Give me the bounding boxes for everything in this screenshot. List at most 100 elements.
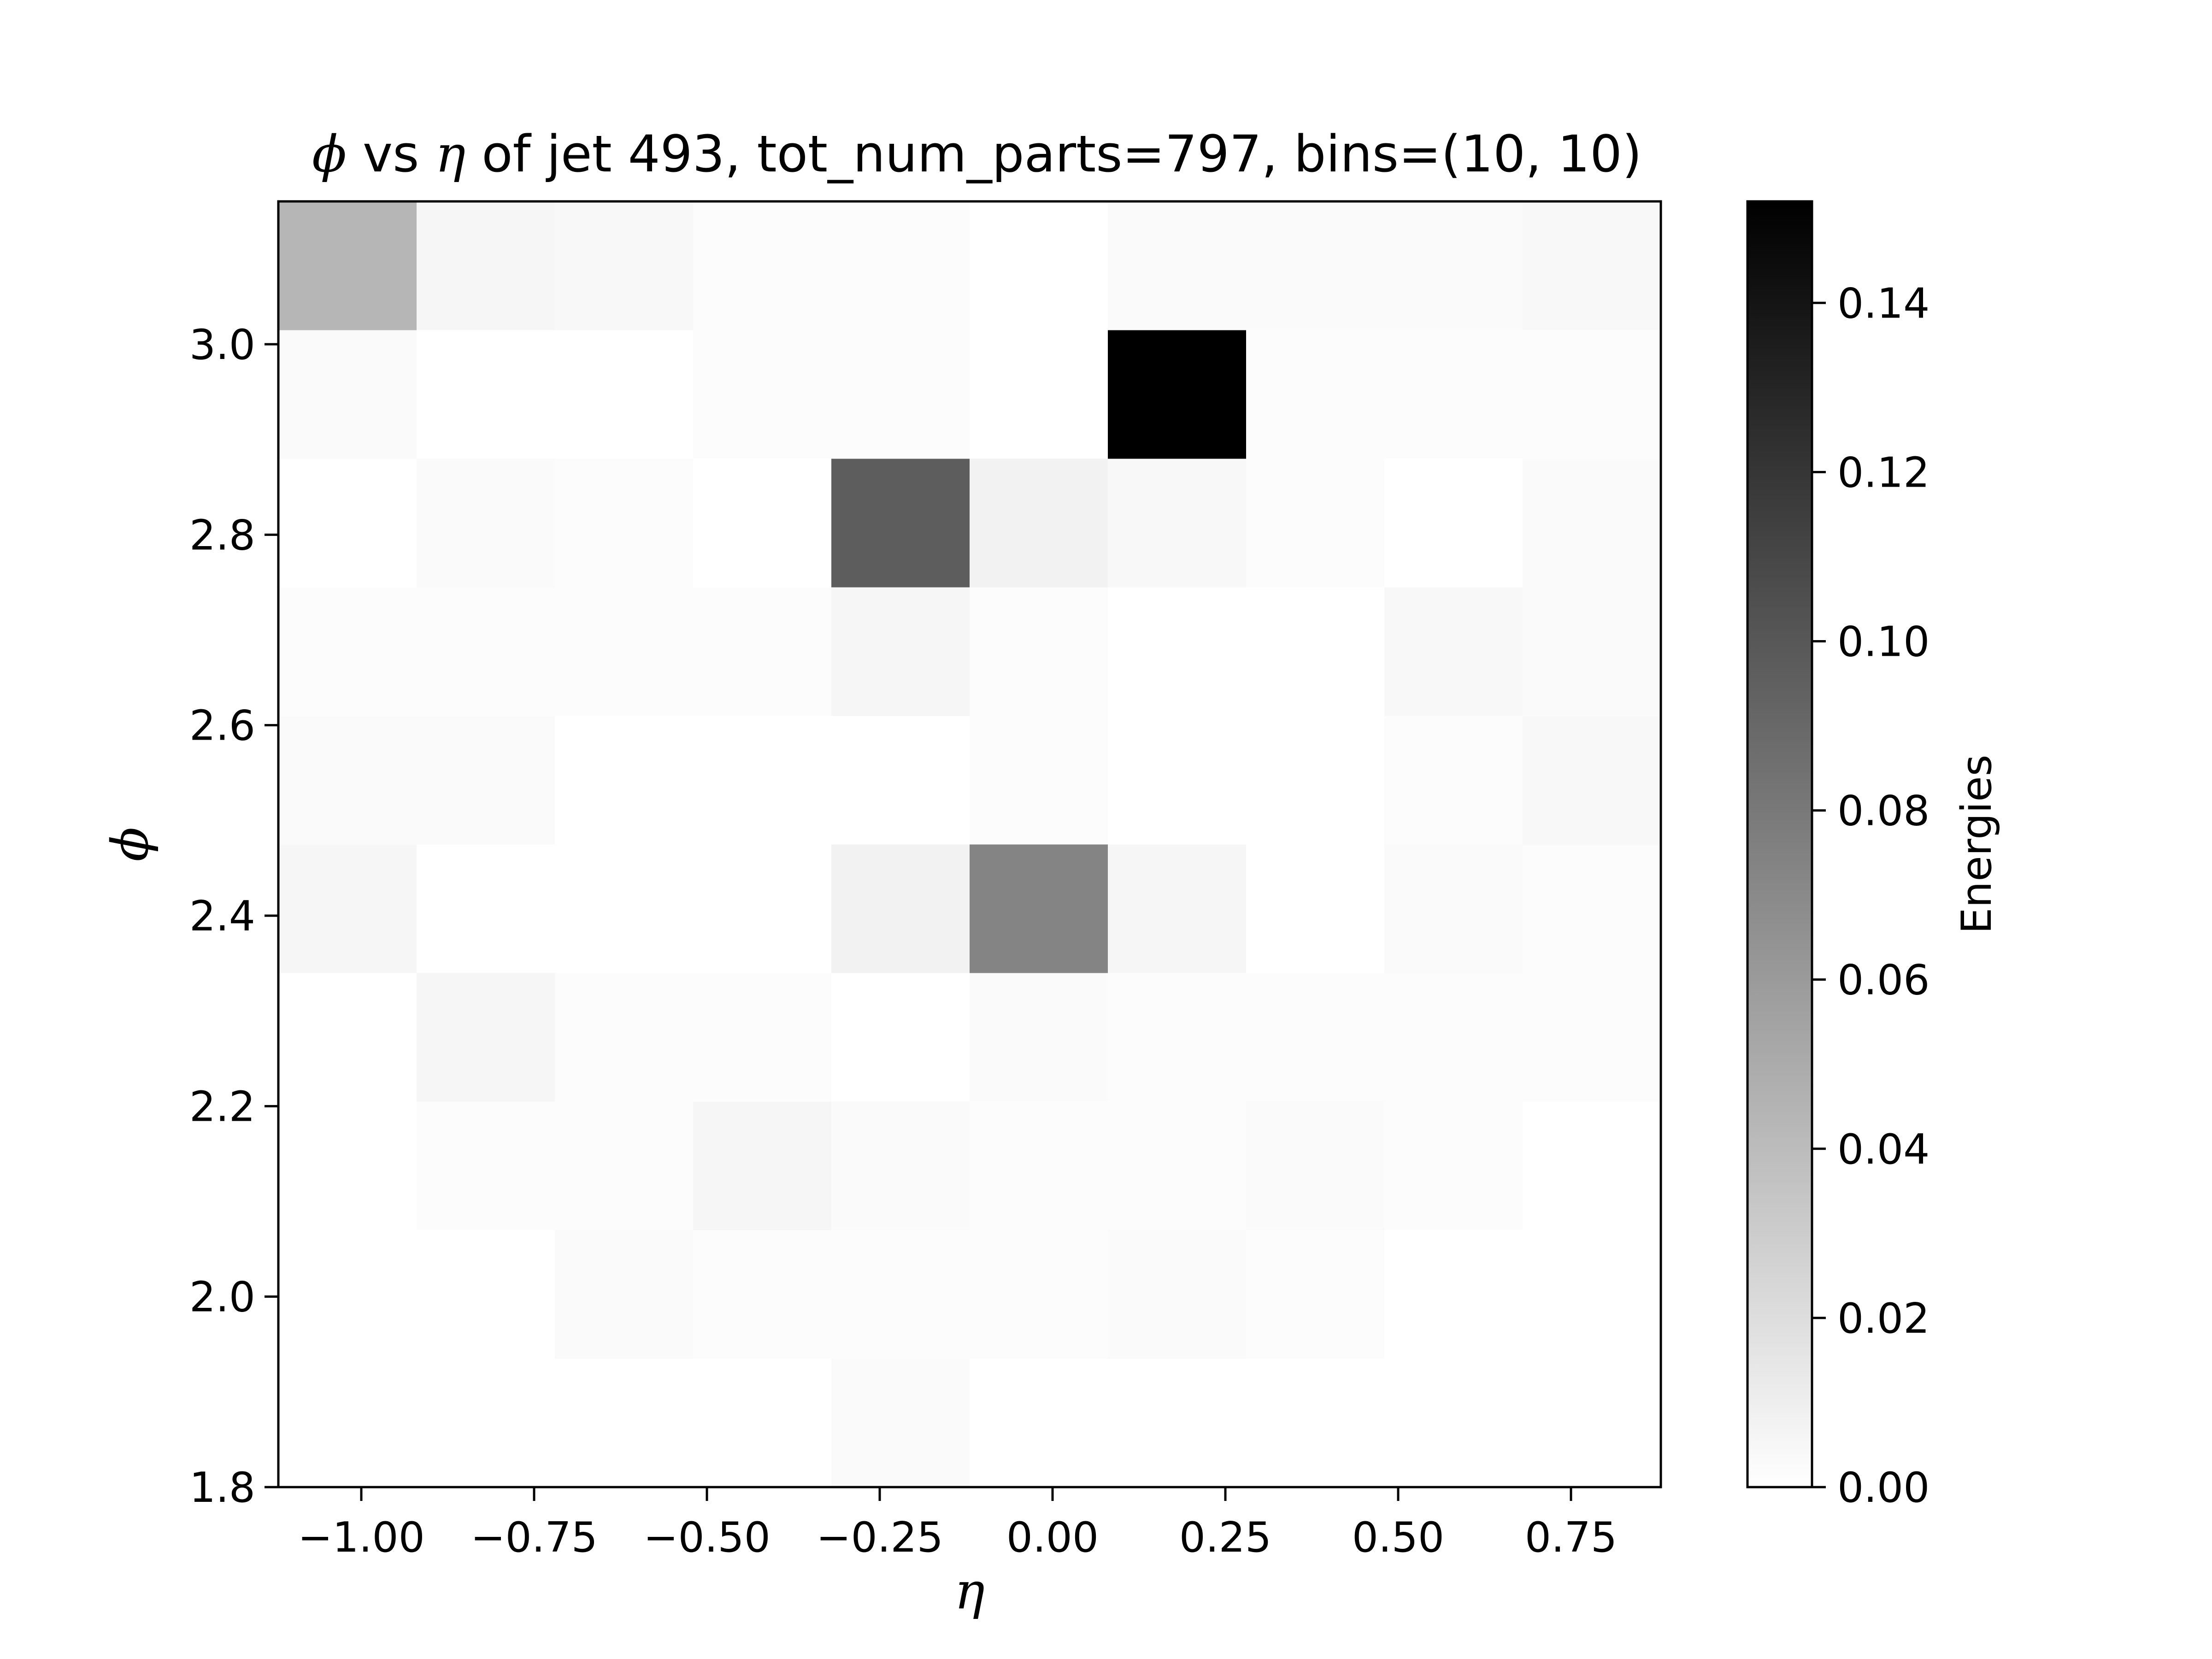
- heatmap-cell-r9-c2: [555, 201, 694, 330]
- heatmap-cell-r5-c5: [970, 716, 1108, 845]
- heatmap-cell-r9-c5: [970, 201, 1108, 330]
- heatmap-cell-r4-c2: [555, 844, 694, 973]
- x-tick-label: 0.00: [1006, 1513, 1099, 1562]
- heatmap-cell-r4-c3: [693, 844, 832, 973]
- heatmap-cell-r3-c0: [278, 973, 417, 1102]
- y-axis-ticks: 1.8 2.0 2.2 2.4 2.6 2.8 3.0: [189, 321, 278, 1512]
- heatmap-cell-r2-c6: [1108, 1101, 1247, 1230]
- heatmap-cell-r6-c7: [1246, 587, 1385, 716]
- heatmap-cell-r3-c7: [1246, 973, 1385, 1102]
- x-tick-label: −1.00: [298, 1513, 425, 1562]
- chart-title: ϕ vs η of jet 493, tot_num_parts=797, bi…: [312, 124, 1642, 183]
- heatmap-cell-r3-c9: [1523, 973, 1661, 1102]
- x-tick-label: 0.25: [1179, 1513, 1271, 1562]
- heatmap-cell-r7-c1: [417, 459, 555, 588]
- heatmap-cell-r7-c2: [555, 459, 694, 588]
- heatmap-cell-r4-c4: [831, 844, 970, 973]
- heatmap-cell-r1-c3: [693, 1230, 832, 1359]
- heatmap-cell-r6-c8: [1384, 587, 1523, 716]
- heatmap-cell-r6-c6: [1108, 587, 1247, 716]
- heatmap-cell-r8-c5: [970, 330, 1108, 459]
- colorbar-label: Energies: [1953, 754, 2001, 934]
- heatmap-cell-r3-c3: [693, 973, 832, 1102]
- heatmap-cell-r8-c7: [1246, 330, 1385, 459]
- heatmap-cell-r2-c0: [278, 1101, 417, 1230]
- colorbar-ticks: 0.00 0.02 0.04 0.06 0.08 0.10 0.12 0.14: [1812, 279, 1930, 1512]
- heatmap-cell-r9-c0: [278, 201, 417, 330]
- heatmap-cell-r2-c2: [555, 1101, 694, 1230]
- colorbar-tick-label: 0.00: [1837, 1464, 1930, 1512]
- heatmap-cell-r5-c1: [417, 716, 555, 845]
- heatmap-cell-r5-c4: [831, 716, 970, 845]
- x-tick-label: −0.75: [471, 1513, 598, 1562]
- title-vs-text: vs: [347, 124, 435, 183]
- colorbar-tick-label: 0.10: [1837, 618, 1930, 666]
- y-tick-label: 2.0: [189, 1273, 255, 1322]
- colorbar-gradient: [1747, 201, 1812, 1487]
- heatmap-cell-r1-c5: [970, 1230, 1108, 1359]
- heatmap-cell-r2-c5: [970, 1101, 1108, 1230]
- heatmap-cell-r5-c9: [1523, 716, 1661, 845]
- heatmap-cell-r1-c9: [1523, 1230, 1661, 1359]
- colorbar-tick-label: 0.08: [1837, 787, 1930, 835]
- heatmap-cell-r0-c3: [693, 1359, 832, 1488]
- colorbar-frame: [1746, 200, 1813, 1488]
- heatmap-cell-r6-c1: [417, 587, 555, 716]
- heatmap-cell-r2-c4: [831, 1101, 970, 1230]
- heatmap-cell-r7-c4: [831, 459, 970, 588]
- heatmap-cell-r4-c0: [278, 844, 417, 973]
- heatmap-cell-r8-c8: [1384, 330, 1523, 459]
- heatmap-cell-r6-c0: [278, 587, 417, 716]
- heatmap-cell-r7-c7: [1246, 459, 1385, 588]
- heatmap-cell-r8-c4: [831, 330, 970, 459]
- heatmap-cell-r1-c2: [555, 1230, 694, 1359]
- y-tick-label: 2.8: [189, 511, 255, 559]
- heatmap-cell-r8-c6: [1108, 330, 1247, 459]
- heatmap-cell-r8-c1: [417, 330, 555, 459]
- heatmap-cells: [278, 201, 1661, 1488]
- heatmap-cell-r2-c8: [1384, 1101, 1523, 1230]
- title-rest-text: of jet 493, tot_num_parts=797, bins=(10,…: [465, 124, 1642, 183]
- heatmap-cell-r1-c1: [417, 1230, 555, 1359]
- x-axis-label: η: [954, 1561, 985, 1620]
- heatmap-cell-r3-c5: [970, 973, 1108, 1102]
- heatmap-cell-r0-c9: [1523, 1359, 1661, 1488]
- heatmap-cell-r2-c7: [1246, 1101, 1385, 1230]
- y-tick-label: 2.4: [189, 892, 255, 941]
- heatmap-cell-r4-c5: [970, 844, 1108, 973]
- heatmap-cell-r3-c1: [417, 973, 555, 1102]
- heatmap-cell-r9-c8: [1384, 201, 1523, 330]
- heatmap-cell-r6-c5: [970, 587, 1108, 716]
- title-eta-symbol: η: [435, 124, 465, 183]
- heatmap-cell-r2-c3: [693, 1101, 832, 1230]
- heatmap-cell-r7-c8: [1384, 459, 1523, 588]
- heatmap-cell-r5-c6: [1108, 716, 1247, 845]
- heatmap-cell-r7-c5: [970, 459, 1108, 588]
- x-tick-label: −0.50: [643, 1513, 771, 1562]
- heatmap-cell-r9-c1: [417, 201, 555, 330]
- y-tick-label: 2.2: [189, 1082, 255, 1131]
- heatmap-cell-r6-c2: [555, 587, 694, 716]
- heatmap-cell-r9-c7: [1246, 201, 1385, 330]
- x-tick-label: −0.25: [816, 1513, 943, 1562]
- heatmap-cell-r8-c3: [693, 330, 832, 459]
- heatmap-cell-r2-c1: [417, 1101, 555, 1230]
- heatmap-cell-r5-c0: [278, 716, 417, 845]
- colorbar-tick-label: 0.06: [1837, 956, 1930, 1005]
- heatmap-cell-r8-c0: [278, 330, 417, 459]
- heatmap-cell-r8-c2: [555, 330, 694, 459]
- heatmap-cell-r5-c3: [693, 716, 832, 845]
- heatmap-cell-r0-c2: [555, 1359, 694, 1488]
- heatmap-cell-r1-c6: [1108, 1230, 1247, 1359]
- heatmap-cell-r0-c8: [1384, 1359, 1523, 1488]
- heatmap-cell-r7-c0: [278, 459, 417, 588]
- title-phi-symbol: ϕ: [312, 124, 347, 183]
- heatmap-cell-r5-c7: [1246, 716, 1385, 845]
- heatmap-cell-r1-c4: [831, 1230, 970, 1359]
- heatmap-cell-r1-c7: [1246, 1230, 1385, 1359]
- heatmap-cell-r6-c9: [1523, 587, 1661, 716]
- heatmap-cell-r7-c9: [1523, 459, 1661, 588]
- heatmap-cell-r8-c9: [1523, 330, 1661, 459]
- heatmap-cell-r4-c8: [1384, 844, 1523, 973]
- colorbar-tick-label: 0.12: [1837, 448, 1930, 497]
